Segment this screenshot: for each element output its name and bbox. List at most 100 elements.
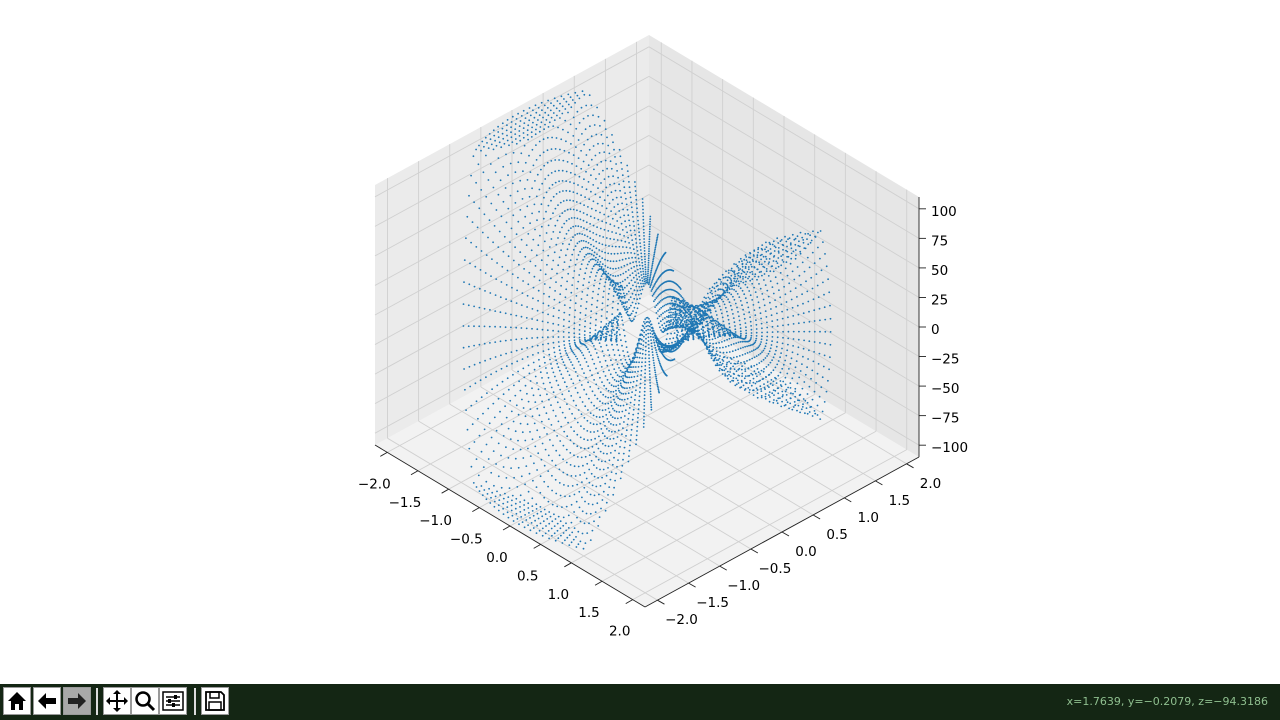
data-point: [550, 238, 553, 240]
data-point: [592, 414, 595, 417]
data-point: [495, 209, 498, 211]
data-point: [520, 516, 523, 518]
data-point: [640, 252, 643, 255]
data-point: [649, 387, 652, 390]
data-point: [724, 374, 727, 377]
data-point: [595, 407, 598, 410]
data-point: [499, 494, 502, 496]
data-point: [603, 213, 606, 216]
data-point: [552, 341, 555, 344]
data-point: [751, 357, 754, 360]
data-point: [658, 347, 661, 350]
data-point: [595, 467, 598, 469]
data-point: [647, 340, 650, 342]
data-point: [750, 372, 753, 375]
data-point: [733, 280, 736, 282]
data-point: [663, 304, 666, 307]
data-point: [497, 504, 500, 507]
data-point: [807, 232, 809, 235]
data-point: [596, 202, 599, 205]
data-point: [622, 452, 625, 455]
data-point: [523, 499, 526, 502]
pan-button[interactable]: [103, 687, 131, 715]
data-point: [671, 344, 674, 347]
data-point: [602, 452, 605, 455]
data-point: [583, 330, 586, 333]
data-point: [639, 242, 641, 245]
data-point: [478, 490, 481, 492]
data-point: [637, 272, 640, 275]
data-point: [576, 110, 579, 113]
data-point: [692, 329, 695, 332]
x-tick-mark: [625, 599, 633, 605]
data-point: [531, 337, 533, 339]
data-point: [545, 525, 547, 527]
data-point: [636, 246, 638, 248]
data-point: [584, 325, 586, 328]
data-point: [597, 187, 599, 190]
data-point: [588, 454, 591, 456]
data-point: [662, 344, 665, 346]
data-point: [769, 270, 772, 273]
data-point: [676, 312, 678, 315]
data-point: [605, 333, 608, 336]
data-point: [644, 372, 646, 375]
data-point: [634, 302, 637, 305]
data-point: [613, 333, 616, 336]
data-point: [539, 154, 541, 157]
data-point: [643, 387, 646, 389]
data-point: [605, 428, 608, 430]
zoom-button[interactable]: [131, 687, 159, 715]
data-point: [619, 379, 622, 382]
data-point: [603, 151, 606, 154]
data-point: [506, 501, 509, 503]
x-tick-mark: [380, 451, 388, 457]
data-point: [684, 317, 686, 320]
data-point: [612, 175, 614, 178]
data-point: [593, 168, 595, 171]
data-point: [625, 203, 628, 206]
data-point: [634, 315, 636, 318]
data-point: [629, 363, 632, 365]
data-point: [559, 231, 561, 234]
data-point: [719, 278, 722, 281]
data-point: [548, 353, 551, 356]
forward-button[interactable]: [63, 687, 91, 715]
data-point: [546, 263, 548, 266]
data-point: [705, 303, 707, 306]
home-button[interactable]: [3, 687, 31, 715]
data-point: [485, 376, 487, 379]
data-point: [586, 419, 589, 422]
data-point: [804, 233, 807, 235]
data-point: [717, 288, 720, 291]
data-point: [610, 401, 612, 403]
data-point: [721, 273, 724, 276]
data-point: [588, 281, 590, 284]
data-point: [480, 250, 483, 252]
data-point: [562, 532, 565, 534]
data-point: [642, 340, 645, 342]
data-point: [602, 269, 605, 272]
data-point: [635, 361, 638, 364]
data-point: [511, 499, 513, 502]
data-point: [491, 491, 494, 494]
data-point: [668, 295, 671, 298]
y-grid-floor: [511, 369, 783, 533]
x-tick-mark: [594, 580, 603, 586]
data-point: [796, 409, 798, 412]
plot-area[interactable]: −2.0 −1.5 −1.0 −0.5 0.0 0.5 1.0 1.5 2.0 −2.0 −1.5−…: [0, 0, 1280, 684]
data-point: [554, 518, 557, 520]
data-point: [609, 267, 612, 270]
data-point: [468, 345, 470, 348]
save-button[interactable]: [201, 687, 229, 715]
data-point: [542, 350, 545, 352]
data-point: [473, 201, 475, 204]
data-point: [746, 271, 749, 273]
data-point: [763, 347, 766, 350]
data-point: [647, 270, 649, 273]
3d-axes[interactable]: −2.0−1.5−1.0−0.50.00.51.01.52.0−2.0−1.5−…: [0, 0, 1280, 684]
back-button[interactable]: [33, 687, 61, 715]
configure-button[interactable]: [159, 687, 187, 715]
data-point: [517, 112, 519, 115]
data-point: [741, 365, 743, 368]
